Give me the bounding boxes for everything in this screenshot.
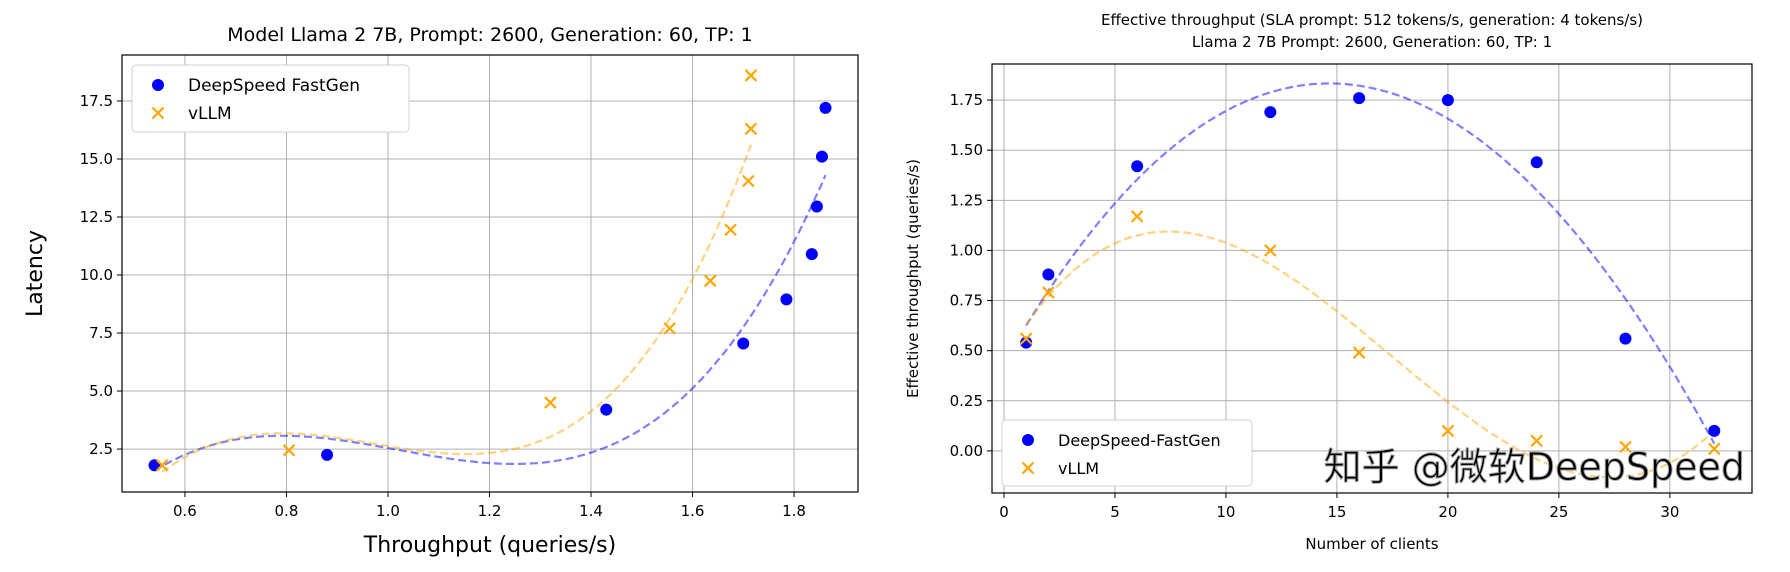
x-tick-label: 20 (1438, 503, 1457, 521)
data-point-1 (1353, 92, 1366, 105)
data-point-1 (1708, 424, 1721, 437)
watermark: 知乎 @微软DeepSpeed (1324, 445, 1745, 489)
x-axis-label: Number of clients (1305, 535, 1438, 553)
plot-frame (121, 54, 859, 493)
data-point-1 (780, 293, 793, 306)
y-tick-label: 1.50 (950, 141, 983, 159)
data-point-1 (1530, 156, 1543, 169)
legend-marker-x (151, 106, 165, 120)
x-tick-label: 30 (1660, 503, 1679, 521)
data-point-1 (810, 200, 823, 213)
legend-box (1001, 419, 1253, 487)
legend: DeepSpeed-FastGen vLLM (1001, 419, 1253, 487)
legend-label: DeepSpeed-FastGen (1058, 431, 1221, 450)
data-point-1 (1042, 268, 1055, 281)
data-point-2 (1619, 440, 1632, 454)
legend-label: DeepSpeed FastGen (188, 76, 360, 96)
data-point-1 (805, 248, 818, 261)
data-point-2 (544, 396, 557, 409)
data-point-2 (742, 174, 755, 188)
y-tick-label: 1.75 (950, 91, 983, 109)
x-tick-label: 25 (1549, 503, 1568, 521)
data-point-1 (148, 459, 161, 472)
legend-label: vLLM (188, 104, 232, 124)
chart-title: Effective throughput (SLA prompt: 512 to… (1101, 11, 1643, 29)
y-tick-label: 15.0 (80, 150, 113, 168)
fit-curve-2 (1025, 230, 1716, 479)
y-tick-label: 1.25 (950, 191, 983, 209)
data-point-2 (1264, 244, 1277, 257)
data-point-2 (1530, 434, 1543, 448)
x-tick-label: 10 (1216, 503, 1235, 521)
chart-title: Model Llama 2 7B, Prompt: 2600, Generati… (227, 24, 752, 46)
x-tick-label: 5 (1110, 503, 1120, 521)
x-tick-label: 0.6 (173, 502, 197, 520)
y-tick-label: 1.00 (950, 241, 983, 259)
data-point-2 (1042, 286, 1055, 299)
legend-marker-circle (1022, 434, 1034, 446)
y-tick-label: 0.25 (950, 392, 983, 410)
data-point-1 (321, 448, 334, 461)
x-tick-label: 1.6 (681, 502, 705, 520)
y-tick-label: 12.5 (80, 208, 113, 226)
data-point-2 (744, 69, 758, 82)
data-point-2 (1707, 442, 1721, 456)
legend: DeepSpeed FastGen vLLM (131, 64, 410, 133)
y-axis-label: Latency (23, 230, 48, 317)
data-point-2 (282, 443, 296, 457)
x-tick-label: 1.4 (579, 502, 603, 520)
data-point-2 (744, 122, 758, 136)
fit-curve-1 (1025, 82, 1716, 445)
data-point-2 (1352, 346, 1366, 359)
legend-marker-x (1021, 461, 1035, 475)
data-point-1 (737, 337, 750, 350)
legend-box (131, 64, 410, 133)
y-tick-label: 7.5 (89, 324, 113, 342)
x-tick-label: 15 (1327, 503, 1346, 521)
data-point-1 (815, 150, 828, 163)
x-axis-label: Throughput (queries/s) (363, 533, 616, 558)
data-point-1 (1131, 160, 1144, 173)
y-tick-label: 0.75 (950, 292, 983, 310)
legend-label: vLLM (1058, 459, 1099, 478)
data-point-1 (1264, 106, 1277, 119)
x-tick-label: 1.0 (376, 502, 400, 520)
chart-1: 0.6 0.8 1.0 1.2 1.4 1.6 1.8 2.5 5.0 7.5 10.0 12.5 15… (23, 24, 859, 558)
y-tick-label: 0.00 (950, 442, 983, 460)
data-point-1 (600, 403, 613, 416)
plot-frame (991, 63, 1753, 494)
legend-marker-circle (152, 79, 164, 91)
y-tick-label: 5.0 (89, 382, 113, 400)
data-point-2 (1019, 332, 1033, 345)
data-point-2 (724, 223, 737, 237)
data-point-2 (663, 322, 676, 335)
data-point-1 (1020, 336, 1033, 349)
data-point-1 (819, 101, 832, 114)
y-tick-label: 17.5 (80, 92, 113, 110)
fit-curve-1 (153, 174, 827, 472)
y-axis-label: Effective throughput (queries/s) (904, 159, 922, 398)
x-tick-label: 1.8 (782, 502, 806, 520)
x-tick-label: 1.2 (478, 502, 502, 520)
chart-title: Llama 2 7B Prompt: 2600, Generation: 60,… (1192, 33, 1552, 51)
data-point-2 (1441, 424, 1455, 438)
fit-curve-2 (161, 144, 752, 473)
x-tick-label: 0 (999, 503, 1009, 521)
y-tick-label: 2.5 (89, 440, 113, 458)
data-point-1 (1619, 332, 1632, 345)
x-tick-label: 0.8 (275, 502, 299, 520)
data-point-1 (1441, 94, 1454, 107)
data-point-2 (1130, 210, 1144, 223)
chart-2: 0 5 10 15 20 25 30 0.00 0.25 0.50 0.75 1.00 1.25 1.50… (904, 11, 1753, 553)
y-tick-label: 0.50 (950, 342, 983, 360)
data-point-2 (155, 459, 169, 472)
data-point-2 (704, 274, 717, 288)
y-tick-label: 10.0 (80, 266, 113, 284)
